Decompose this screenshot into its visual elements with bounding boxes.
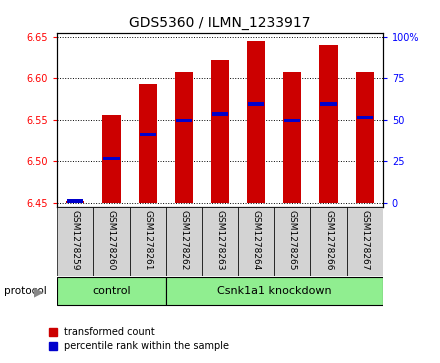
Bar — [139, 133, 156, 136]
Bar — [356, 116, 373, 119]
Bar — [103, 115, 121, 203]
Bar — [284, 119, 301, 122]
Text: GSM1278259: GSM1278259 — [71, 210, 80, 271]
Bar — [212, 112, 228, 116]
Bar — [356, 72, 374, 203]
Bar — [319, 45, 337, 203]
Text: GSM1278263: GSM1278263 — [216, 210, 224, 271]
Bar — [248, 102, 264, 106]
Bar — [283, 73, 301, 203]
Bar — [139, 84, 157, 203]
Text: control: control — [92, 286, 131, 296]
Bar — [320, 102, 337, 106]
FancyBboxPatch shape — [311, 207, 347, 276]
Text: ▶: ▶ — [34, 285, 44, 298]
Legend: transformed count, percentile rank within the sample: transformed count, percentile rank withi… — [49, 327, 229, 351]
Bar — [67, 199, 84, 203]
FancyBboxPatch shape — [166, 277, 383, 305]
Text: GSM1278260: GSM1278260 — [107, 210, 116, 271]
Text: GSM1278264: GSM1278264 — [252, 210, 260, 271]
Text: GSM1278262: GSM1278262 — [180, 210, 188, 271]
Bar — [211, 60, 229, 203]
Text: GSM1278261: GSM1278261 — [143, 210, 152, 271]
FancyBboxPatch shape — [93, 207, 129, 276]
Bar — [247, 41, 265, 203]
Bar — [175, 73, 193, 203]
Bar — [103, 157, 120, 160]
FancyBboxPatch shape — [57, 207, 93, 276]
FancyBboxPatch shape — [166, 207, 202, 276]
FancyBboxPatch shape — [274, 207, 311, 276]
Bar — [66, 201, 84, 203]
FancyBboxPatch shape — [129, 207, 166, 276]
Text: GSM1278265: GSM1278265 — [288, 210, 297, 271]
Text: GSM1278266: GSM1278266 — [324, 210, 333, 271]
FancyBboxPatch shape — [347, 207, 383, 276]
FancyBboxPatch shape — [202, 207, 238, 276]
Text: Csnk1a1 knockdown: Csnk1a1 knockdown — [217, 286, 332, 296]
FancyBboxPatch shape — [57, 277, 166, 305]
Text: GSM1278267: GSM1278267 — [360, 210, 369, 271]
Title: GDS5360 / ILMN_1233917: GDS5360 / ILMN_1233917 — [129, 16, 311, 30]
FancyBboxPatch shape — [238, 207, 274, 276]
Bar — [176, 119, 192, 122]
Text: protocol: protocol — [4, 286, 47, 297]
